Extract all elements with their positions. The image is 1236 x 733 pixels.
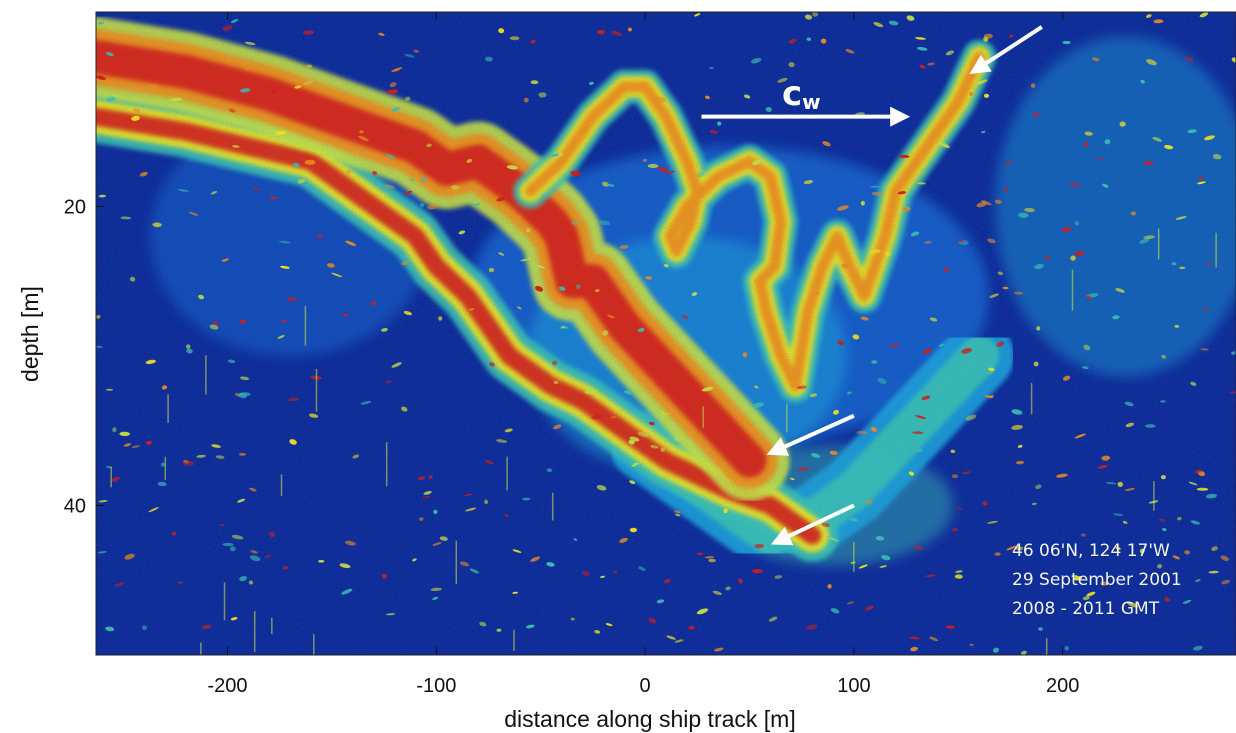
- x-tick-label: 200: [1046, 675, 1079, 697]
- y-tick-label: 40: [64, 495, 86, 517]
- x-tick-label: -100: [416, 675, 456, 697]
- annotation-arrows: [701, 25, 1043, 546]
- y-tick-label: 20: [64, 196, 86, 218]
- bottom-arrow: [770, 503, 855, 546]
- top-right-arrow: [969, 25, 1043, 74]
- axes: -200 -100 0 100 200 20 40: [64, 11, 1236, 697]
- x-tick-label: 0: [640, 675, 651, 697]
- plot-frame: [95, 11, 1236, 656]
- x-tick-label: -200: [208, 675, 248, 697]
- time-annotation: 2008 - 2011 GMT: [1012, 599, 1160, 619]
- location-annotation: 46 06'N, 124 17'W: [1012, 541, 1170, 561]
- noise-texture: [96, 12, 1236, 655]
- x-axis-label: distance along ship track [m]: [504, 706, 795, 732]
- flow-speed-label: cw: [782, 74, 821, 114]
- x-tick-label: 100: [837, 675, 870, 697]
- plot-area: cw 46 06'N, 124 17'W 29 September 2001 2…: [96, 12, 1236, 655]
- middle-arrow: [766, 413, 855, 456]
- y-axis-label: depth [m]: [17, 286, 43, 382]
- date-annotation: 29 September 2001: [1012, 570, 1182, 590]
